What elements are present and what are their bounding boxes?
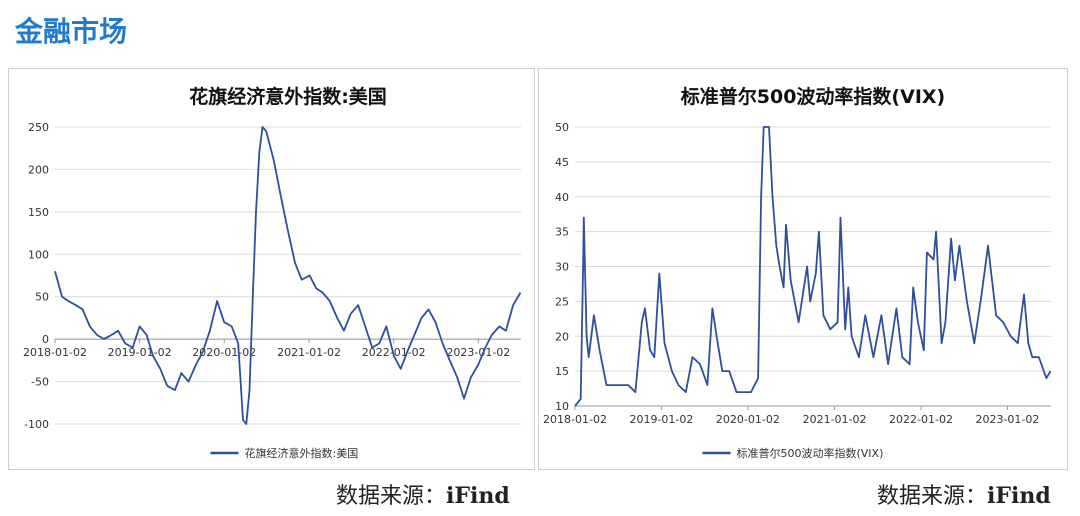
x-tick-label: 2021-01-02	[803, 413, 867, 426]
x-tick-label: 2018-01-02	[23, 346, 87, 359]
x-tick-label: 2018-01-02	[543, 413, 607, 426]
x-tick-label: 2019-01-02	[108, 346, 172, 359]
y-tick-label: 50	[35, 291, 49, 304]
y-tick-label: 40	[555, 191, 569, 204]
y-tick-label: 0	[42, 333, 49, 346]
source-name: iFind	[446, 483, 510, 509]
x-tick-label: 2023-01-02	[446, 346, 510, 359]
x-tick-label: 2020-01-02	[716, 413, 780, 426]
series-line	[574, 126, 1052, 407]
y-tick-label: 20	[555, 330, 569, 343]
y-tick-label: 15	[555, 365, 569, 378]
source-note-left: 数据来源：iFind	[336, 478, 510, 510]
y-tick-label: 10	[555, 400, 569, 413]
y-tick-label: 100	[28, 248, 49, 261]
citi-surprise-chart-panel: 花旗经济意外指数:美国 -100 -50 0 50 100 150 200 250 2018-01…	[8, 68, 535, 470]
legend-label: 标准普尔500波动率指数(VIX)	[737, 446, 884, 460]
source-label: 数据来源：	[877, 484, 988, 509]
x-tick-label: 2022-01-02	[889, 413, 953, 426]
page-title: 金融市场	[15, 15, 128, 48]
y-tick-label: 45	[555, 156, 569, 169]
y-tick-label: 150	[28, 206, 49, 219]
y-tick-label: 30	[555, 261, 569, 274]
y-tick-label: 35	[555, 226, 569, 239]
y-tick-label: 50	[555, 121, 569, 134]
vix-chart-panel: 标准普尔500波动率指数(VIX) 10 15 20 25 30 35 40 45 50 2018-…	[538, 68, 1068, 470]
source-note-right: 数据来源：iFind	[877, 478, 1051, 510]
y-tick-label: -50	[31, 376, 49, 389]
x-tick-label: 2023-01-02	[975, 413, 1039, 426]
x-tick-label: 2021-01-02	[277, 346, 341, 359]
citi-surprise-chart: 花旗经济意外指数:美国 -100 -50 0 50 100 150 200 250 2018-01…	[23, 85, 522, 460]
source-name: iFind	[987, 483, 1051, 509]
y-tick-label: 200	[28, 163, 49, 176]
legend-label: 花旗经济意外指数:美国	[245, 446, 359, 460]
series-line	[54, 126, 522, 425]
x-tick-label: 2019-01-02	[629, 413, 693, 426]
y-tick-label: 25	[555, 295, 569, 308]
chart-title: 标准普尔500波动率指数(VIX)	[681, 85, 945, 108]
y-tick-label: 250	[28, 121, 49, 134]
vix-chart: 标准普尔500波动率指数(VIX) 10 15 20 25 30 35 40 45 50 2018-…	[543, 85, 1052, 460]
x-tick-label: 2020-01-02	[192, 346, 256, 359]
chart-title: 花旗经济意外指数:美国	[189, 85, 387, 108]
y-tick-label: -100	[24, 418, 49, 431]
source-label: 数据来源：	[336, 484, 447, 509]
